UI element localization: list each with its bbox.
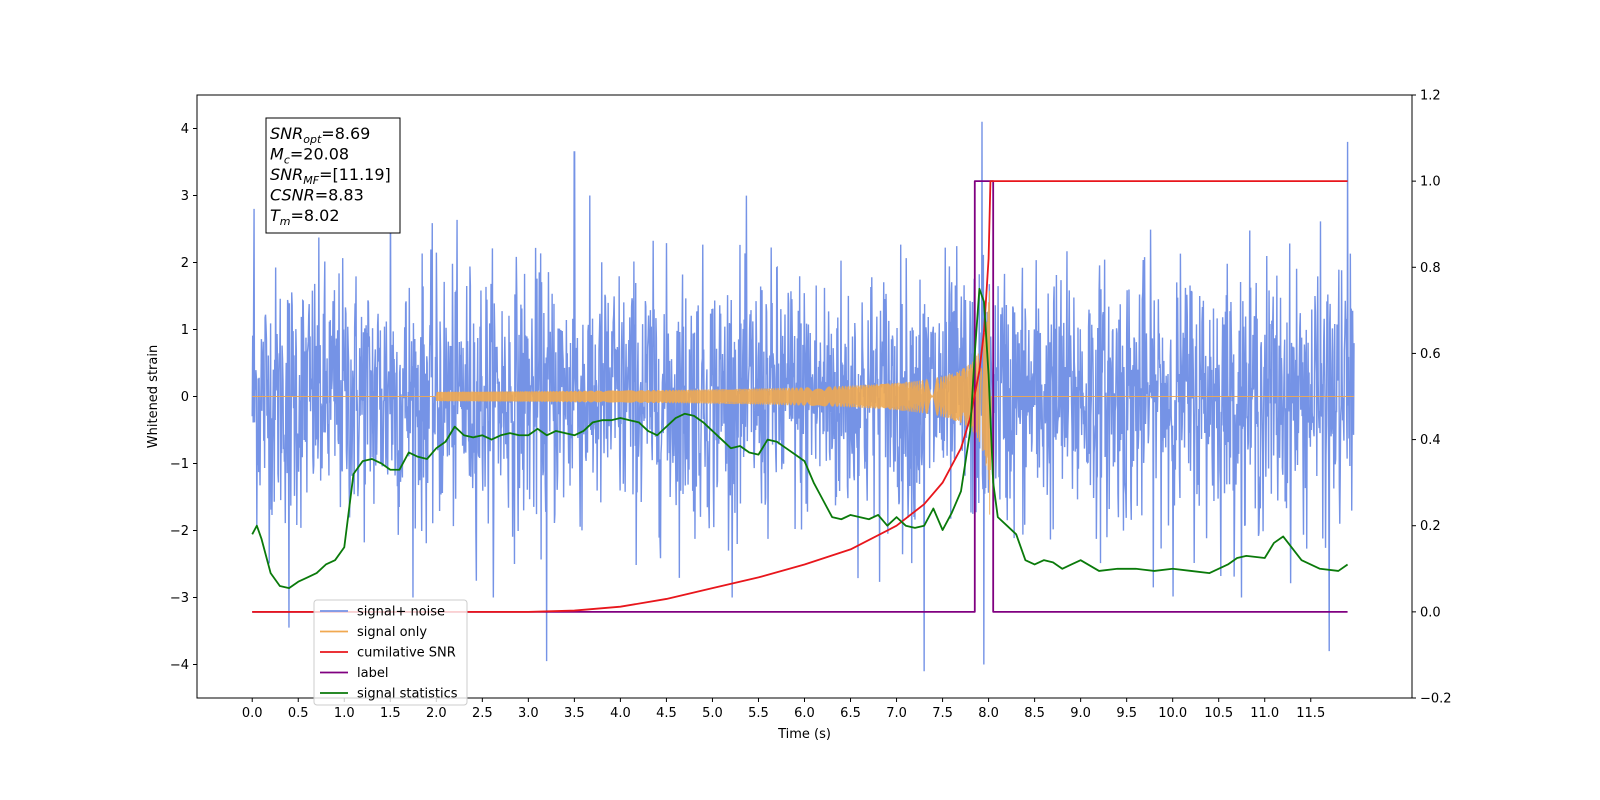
x-tick-label: 8.0 [978,706,999,721]
x-tick-label: 6.0 [794,706,815,721]
x-tick-label: 8.5 [1024,706,1045,721]
y-tick-label: 4 [181,122,189,137]
y2-tick-label: 1.0 [1420,175,1441,190]
y2-tick-label: 0.0 [1420,605,1441,620]
annotation-symbol: SNR [270,165,303,184]
x-tick-label: 9.0 [1070,706,1091,721]
annotation-value: =8.02 [291,206,340,225]
x-tick-label: 9.5 [1116,706,1137,721]
annotation-line: SNRopt=8.69 [270,124,370,146]
series-signal-noise [251,121,1355,672]
y-tick-label: 0 [181,390,189,405]
y2-tick-label: 0.8 [1420,261,1441,276]
annotation-box: SNRopt=8.69Mc=20.08SNRMF=[11.19]CSNR=8.8… [265,117,401,234]
x-tick-label: 7.5 [932,706,953,721]
x-tick-label: 10.5 [1204,706,1233,721]
series-cumulative-snr [252,180,1348,613]
x-tick-label: 1.5 [380,706,401,721]
y-tick-label: −2 [170,524,189,539]
signal-noise-line [251,121,1355,672]
legend-entry: signal statistics [357,687,458,702]
y2-tick-label: 0.2 [1420,519,1441,534]
annotation-subscript: MF [303,174,319,187]
legend-entry: cumilative SNR [357,646,456,661]
y2-tick-label: 1.2 [1420,89,1441,104]
annotation-value: =20.08 [290,145,349,164]
annotation-symbol: CSNR [270,186,315,205]
x-tick-label: 5.5 [748,706,769,721]
annotation-line: Mc=20.08 [270,145,349,167]
annotation-symbol: SNR [270,124,303,143]
signal-only-line [252,290,1355,515]
y-tick-label: 1 [181,323,189,338]
annotation-symbol: M [270,145,284,164]
x-tick-label: 1.0 [334,706,355,721]
y-axis-right: −0.2 0.0 0.2 0.4 0.6 0.8 1.0 1.2 [1412,89,1452,707]
annotation-value: =[11.19] [319,165,391,184]
x-axis-label: Time (s) [777,727,831,742]
signal-statistics-line [251,287,1349,590]
annotation-subscript: c [284,154,290,167]
x-tick-label: 11.0 [1250,706,1279,721]
annotation-value: =8.69 [321,124,370,143]
legend-frame [313,599,468,706]
y-tick-label: 2 [181,256,189,271]
x-tick-label: 2.5 [472,706,493,721]
x-tick-label: 0.0 [242,706,263,721]
y-tick-label: −4 [170,658,189,673]
legend-entry: label [357,666,388,681]
cumulative-snr-line [252,180,1348,613]
x-tick-label: 5.0 [702,706,723,721]
legend: signal+ noise signal only cumilative SNR la… [313,599,468,706]
y-tick-label: −1 [170,457,189,472]
y-tick-label: −3 [170,591,189,606]
x-tick-label: 7.0 [886,706,907,721]
legend-entry: signal+ noise [357,605,445,620]
annotation-line: SNRMF=[11.19] [270,165,391,187]
y-tick-label: 3 [181,189,189,204]
y2-tick-label: 0.6 [1420,347,1441,362]
y2-tick-label: −0.2 [1420,692,1452,707]
annotation-frame [265,117,401,234]
annotation-line: Tm=8.02 [270,206,340,228]
x-tick-label: 3.0 [518,706,539,721]
annotation-value: =8.83 [315,186,364,205]
x-tick-label: 6.5 [840,706,861,721]
x-tick-label: 10.0 [1158,706,1187,721]
annotation-subscript: m [280,215,291,228]
y-axis-left: −4 −3 −2 −1 0 1 2 3 4 [170,122,197,673]
annotation-line: CSNR=8.83 [270,186,364,205]
annotation-symbol: T [270,206,281,225]
x-tick-label: 11.5 [1296,706,1325,721]
legend-entry: signal only [357,625,427,640]
x-tick-label: 0.5 [288,706,309,721]
x-tick-label: 4.5 [656,706,677,721]
label-line [252,180,1348,613]
y-axis-label: Whitened strain [146,345,161,448]
x-tick-label: 2.0 [426,706,447,721]
x-tick-label: 4.0 [610,706,631,721]
series-signal-statistics [251,287,1349,590]
x-axis: 0.0 0.5 1.0 1.5 2.0 2.5 3.0 3.5 4.0 4.5 5.0 5.5 6.0 6… [242,698,1325,721]
x-tick-label: 3.5 [564,706,585,721]
annotation-subscript: opt [303,133,322,146]
series-label [252,180,1348,613]
y2-tick-label: 0.4 [1420,433,1441,448]
series-signal-only [252,290,1355,515]
